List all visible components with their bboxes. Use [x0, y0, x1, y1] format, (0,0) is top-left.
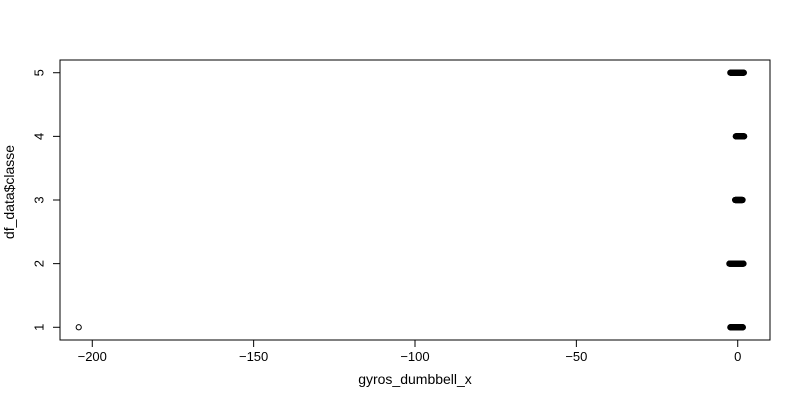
x-tick-label: −200	[78, 349, 107, 364]
y-tick-label: 3	[31, 196, 46, 203]
data-point-cluster	[726, 260, 747, 267]
x-tick-label: −150	[239, 349, 268, 364]
points-layer	[75, 69, 748, 331]
data-point	[741, 133, 748, 140]
data-point-cluster	[732, 196, 746, 204]
plot-frame	[59, 59, 771, 341]
y-tick-label: 5	[31, 69, 46, 76]
y-axis-label: df_data$classe	[1, 145, 17, 239]
y-tick-label: 1	[31, 324, 46, 331]
plot-area	[59, 59, 771, 341]
x-tick-label: −50	[565, 349, 587, 364]
data-point-outlier	[75, 324, 82, 331]
data-point	[740, 69, 747, 76]
y-axis: 1 2 3 4 5	[31, 69, 61, 331]
x-tick-label: −100	[400, 349, 429, 364]
y-tick-label: 2	[31, 260, 46, 267]
data-point	[739, 196, 746, 204]
x-axis-label: gyros_dumbbell_x	[358, 371, 472, 387]
data-point	[740, 260, 747, 267]
x-tick-label: 0	[734, 349, 741, 364]
data-point	[739, 324, 746, 331]
data-point-cluster	[732, 133, 748, 140]
data-point-cluster	[727, 324, 746, 331]
data-point-cluster	[727, 69, 747, 76]
y-tick-label: 4	[31, 133, 46, 140]
x-axis: −200 −150 −100 −50 0	[78, 339, 741, 364]
